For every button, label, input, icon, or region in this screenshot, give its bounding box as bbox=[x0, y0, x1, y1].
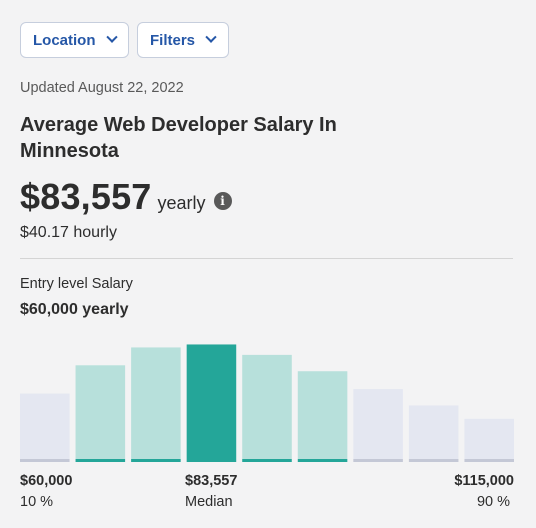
info-icon[interactable]: i bbox=[213, 192, 232, 210]
divider bbox=[20, 258, 513, 259]
range-max-percentile: 90 % bbox=[476, 494, 510, 510]
filters-dropdown-button[interactable]: Filters bbox=[137, 22, 229, 58]
entry-level-label: Entry level Salary bbox=[20, 276, 133, 292]
histogram-bar-base bbox=[353, 459, 403, 462]
hourly-salary: $40.17 hourly bbox=[20, 224, 117, 241]
range-max-value: $115,000 bbox=[454, 473, 514, 489]
histogram-svg bbox=[20, 344, 514, 462]
salary-histogram bbox=[20, 340, 514, 462]
histogram-bar-median bbox=[186, 344, 237, 459]
location-button-label: Location bbox=[33, 31, 96, 49]
histogram-bar-base bbox=[20, 459, 70, 462]
histogram-bar bbox=[297, 371, 348, 459]
histogram-bar-base bbox=[408, 459, 459, 462]
histogram-bar bbox=[242, 354, 292, 459]
histogram-bar-base bbox=[186, 459, 237, 462]
histogram-bar bbox=[75, 365, 126, 459]
histogram-bar-base bbox=[297, 459, 348, 462]
page-title: Average Web Developer Salary In Minnesot… bbox=[20, 114, 337, 162]
histogram-bar-base bbox=[131, 459, 181, 462]
histogram-bar bbox=[464, 418, 514, 459]
updated-date: Updated August 22, 2022 bbox=[20, 80, 184, 96]
histogram-bar bbox=[20, 393, 70, 459]
average-salary: $83,557 yearly i bbox=[20, 176, 232, 218]
entry-level-value: $60,000 yearly bbox=[20, 301, 129, 318]
filter-bar: Location Filters bbox=[20, 22, 229, 58]
salary-unit: yearly bbox=[157, 193, 206, 213]
histogram-bar bbox=[408, 405, 459, 459]
location-dropdown-button[interactable]: Location bbox=[20, 22, 129, 58]
histogram-bar-base bbox=[75, 459, 126, 462]
chevron-down-icon bbox=[105, 31, 118, 43]
range-min-percentile: 10 % bbox=[20, 494, 54, 510]
filters-button-label: Filters bbox=[150, 31, 196, 49]
range-median-value: $83,557 bbox=[185, 473, 238, 489]
histogram-bar bbox=[131, 347, 181, 459]
salary-amount: $83,557 bbox=[20, 176, 152, 217]
histogram-bar bbox=[353, 389, 403, 459]
range-min-value: $60,000 bbox=[20, 473, 73, 489]
histogram-bar-base bbox=[464, 459, 514, 462]
histogram-bar-base bbox=[242, 459, 292, 462]
range-median-label: Median bbox=[185, 494, 233, 510]
chevron-down-icon bbox=[205, 31, 217, 43]
